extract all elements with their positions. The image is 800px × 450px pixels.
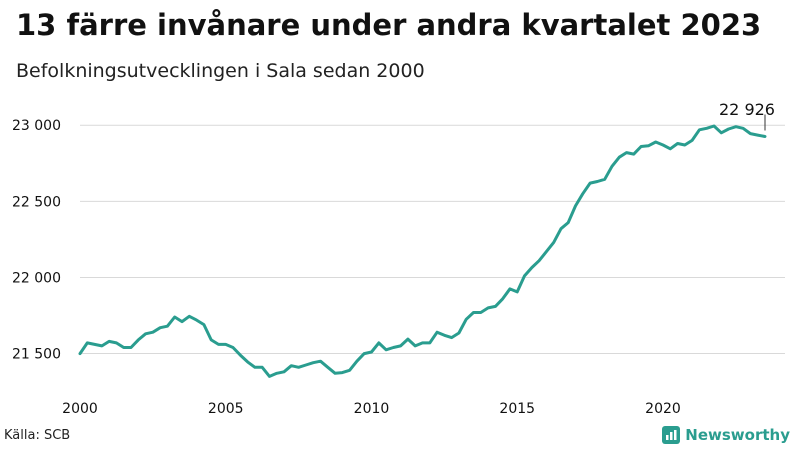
chart-subtitle: Befolkningsutvecklingen i Sala sedan 200…: [16, 60, 425, 82]
annotation-label: 22 926: [719, 100, 775, 119]
y-tick-label: 21 500: [12, 347, 61, 363]
x-tick-label: 2005: [208, 401, 244, 417]
y-tick-label: 22 000: [12, 270, 61, 286]
x-tick-label: 2015: [499, 401, 535, 417]
population-line: [78, 124, 767, 378]
x-tick-label: 2010: [354, 401, 390, 417]
source-label: Källa: SCB: [4, 428, 71, 443]
x-tick-label: 2000: [62, 401, 98, 417]
chart-title: 13 färre invånare under andra kvartalet …: [16, 8, 762, 42]
x-tick-label: 2020: [645, 401, 681, 417]
bar-chart-icon: [662, 426, 681, 444]
brand-name: Newsworthy: [685, 426, 790, 444]
y-tick-label: 22 500: [12, 194, 61, 210]
newsworthy-brand: Newsworthy: [662, 426, 790, 444]
y-tick-label: 23 000: [12, 118, 61, 134]
